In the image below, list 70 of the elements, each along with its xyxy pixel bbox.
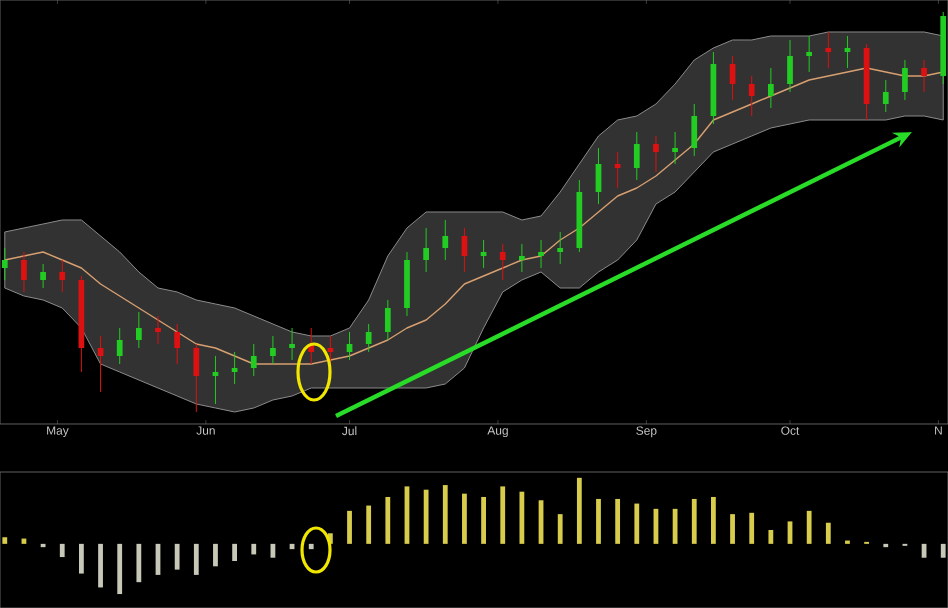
candlestick <box>825 31 832 69</box>
candlestick <box>653 135 659 173</box>
bar <box>940 543 946 558</box>
bar <box>596 498 601 544</box>
bar <box>691 498 697 544</box>
bar <box>500 486 506 544</box>
bar <box>768 529 774 544</box>
bar <box>174 543 180 570</box>
bar <box>442 485 448 544</box>
candlestick <box>327 335 334 365</box>
candlestick <box>1 247 8 281</box>
candlestick <box>384 299 391 341</box>
bar <box>213 543 218 567</box>
bar <box>749 512 755 544</box>
bar <box>136 543 142 583</box>
bar <box>672 508 678 544</box>
bar <box>481 496 486 544</box>
bar <box>98 543 103 588</box>
candlestick <box>404 251 410 317</box>
candlestick <box>902 59 908 101</box>
candlestick <box>174 323 181 365</box>
candlestick <box>21 251 27 293</box>
candlestick <box>442 219 449 261</box>
candlestick <box>748 75 755 117</box>
candlestick <box>672 131 678 165</box>
bar <box>2 537 8 544</box>
bar <box>385 496 391 544</box>
bar <box>557 514 563 544</box>
bar <box>308 543 314 550</box>
candlestick <box>116 327 123 365</box>
candlestick <box>614 151 621 189</box>
bar <box>519 491 525 544</box>
bar <box>78 543 84 574</box>
candlestick <box>40 263 46 289</box>
candlestick <box>499 243 506 281</box>
bar <box>711 496 716 544</box>
candlestick <box>193 343 200 413</box>
bar <box>825 522 831 544</box>
candlestick <box>538 239 544 269</box>
bar <box>366 505 372 544</box>
candlestick <box>135 311 142 349</box>
candlestick <box>423 227 429 273</box>
candlestick <box>59 259 66 293</box>
bar <box>806 510 812 544</box>
candlestick <box>787 39 793 93</box>
bar <box>232 543 238 562</box>
candlestick <box>365 323 372 353</box>
bar <box>251 543 257 555</box>
candlestick <box>882 79 889 113</box>
bar <box>193 543 199 575</box>
bar <box>59 543 65 558</box>
candlestick <box>289 327 295 361</box>
candlestick <box>806 35 813 73</box>
bar <box>423 489 429 544</box>
bar <box>730 514 735 544</box>
candlestick <box>557 231 564 265</box>
bar <box>576 477 582 544</box>
candlestick <box>691 103 698 157</box>
candlestick <box>270 335 276 365</box>
bar <box>347 510 352 544</box>
candlestick <box>921 59 927 93</box>
bar <box>117 543 123 595</box>
candlestick <box>767 67 774 109</box>
bar <box>462 493 467 544</box>
candlestick <box>250 343 257 377</box>
candlestick <box>633 131 640 181</box>
candlestick <box>519 243 525 273</box>
bar <box>634 503 640 544</box>
bar <box>615 498 621 544</box>
candlestick <box>155 315 161 345</box>
